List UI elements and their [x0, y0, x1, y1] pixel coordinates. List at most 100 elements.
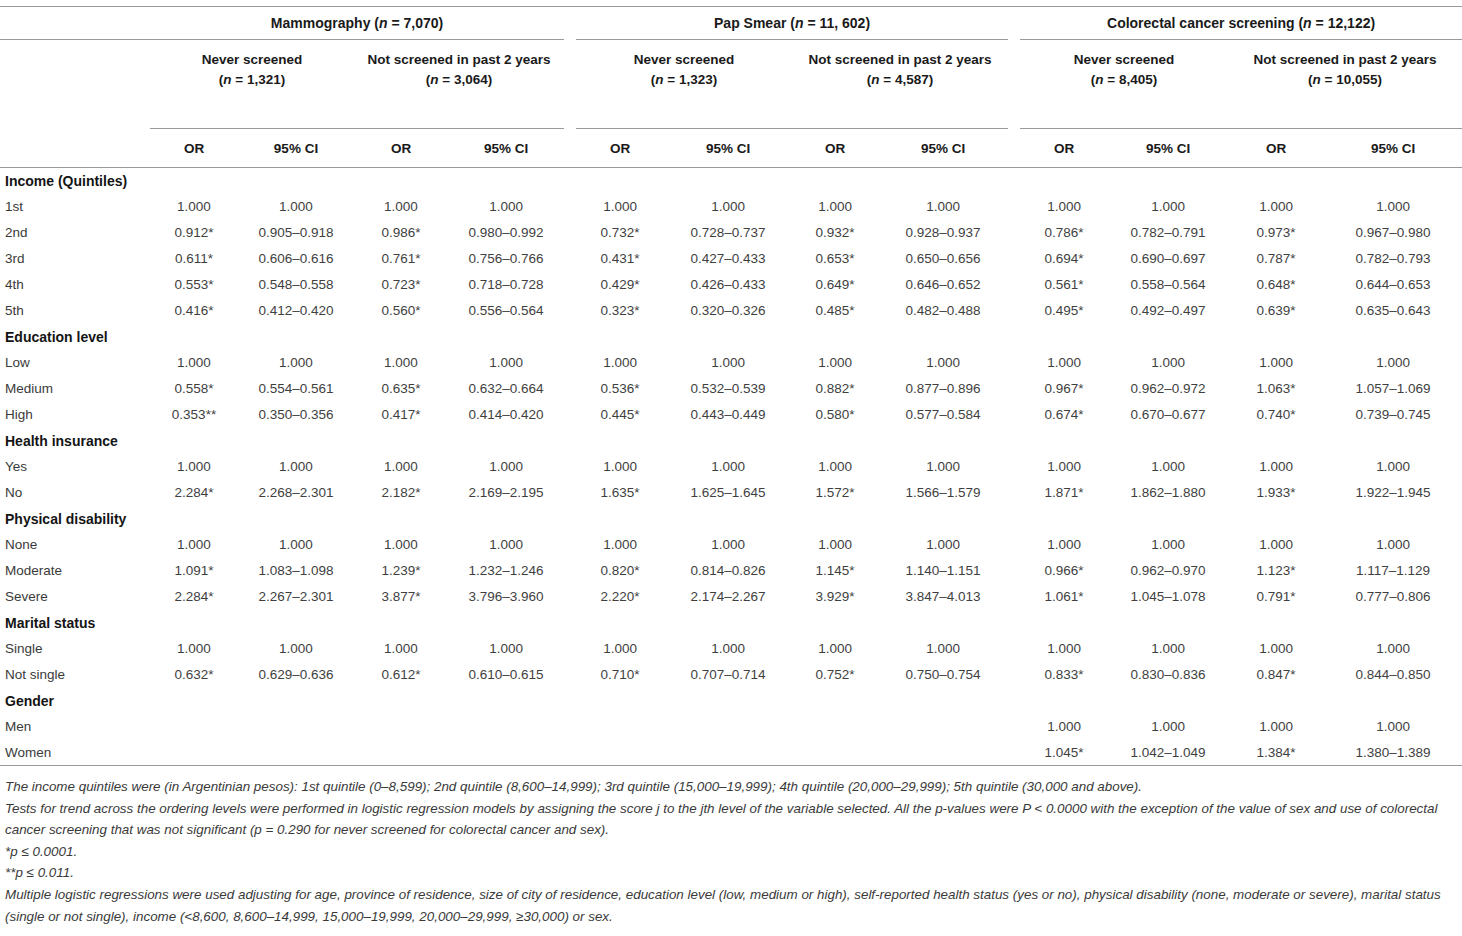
- ci-value: 0.644–0.653: [1324, 272, 1462, 298]
- or-value: 1.000: [1020, 636, 1108, 662]
- group-gap: [564, 454, 576, 480]
- or-value: 0.580*: [792, 402, 878, 428]
- group-header-pap-smear: Pap Smear (n = 11, 602): [576, 7, 1008, 40]
- ci-value: 0.629–0.636: [238, 662, 354, 688]
- sub-header-mammography-not-screened-in-past-2-years: Not screened in past 2 years(n = 3,064): [354, 40, 564, 129]
- group-header-mammography: Mammography (n = 7,070): [150, 7, 564, 40]
- or-value: 0.416*: [150, 298, 238, 324]
- or-value: 0.560*: [354, 298, 448, 324]
- ci-value: [664, 714, 792, 740]
- section-row: Physical disability: [0, 506, 1462, 532]
- ci-value: 1.625–1.645: [664, 480, 792, 506]
- ci-value: [664, 740, 792, 766]
- results-table: Mammography (n = 7,070) Pap Smear (n = 11…: [0, 6, 1462, 766]
- group-gap: [564, 220, 576, 246]
- row-label-5th: 5th: [0, 298, 150, 324]
- or-value: 1.000: [792, 636, 878, 662]
- or-value: 1.000: [1020, 532, 1108, 558]
- row-label-medium: Medium: [0, 376, 150, 402]
- or-value: 1.000: [1228, 636, 1324, 662]
- ci-value: 1.000: [664, 636, 792, 662]
- ci-value: 0.427–0.433: [664, 246, 792, 272]
- group-header-colorectal-cancer-screening: Colorectal cancer screening (n = 12,122): [1020, 7, 1462, 40]
- table-row: Women1.045*1.042–1.0491.384*1.380–1.389: [0, 740, 1462, 766]
- n-value: = 10,055): [1321, 72, 1382, 87]
- ci-value: 1.000: [238, 194, 354, 220]
- or-value: 0.723*: [354, 272, 448, 298]
- or-value: 0.653*: [792, 246, 878, 272]
- n-value: = 7,070): [388, 15, 444, 31]
- or-value: 2.284*: [150, 584, 238, 610]
- or-value: [792, 740, 878, 766]
- or-value: 1.871*: [1020, 480, 1108, 506]
- ci-value: 1.000: [664, 532, 792, 558]
- stub-header-cell: [0, 7, 150, 40]
- or-value: 0.495*: [1020, 298, 1108, 324]
- table-row: Moderate1.091*1.083–1.0981.239*1.232–1.2…: [0, 558, 1462, 584]
- ci-value: 0.556–0.564: [448, 298, 564, 324]
- group-title: Colorectal cancer screening: [1107, 15, 1295, 31]
- n-value: = 3,064): [439, 72, 493, 87]
- ci-value: 0.967–0.980: [1324, 220, 1462, 246]
- section-label-physical-disability: Physical disability: [0, 506, 1462, 532]
- group-gap: [564, 7, 576, 40]
- ci-value: 0.728–0.737: [664, 220, 792, 246]
- table-row: Low1.0001.0001.0001.0001.0001.0001.0001.…: [0, 350, 1462, 376]
- ci-value: 0.962–0.970: [1108, 558, 1228, 584]
- table-header: Mammography (n = 7,070) Pap Smear (n = 11…: [0, 7, 1462, 168]
- table-row: Medium0.558*0.554–0.5610.635*0.632–0.664…: [0, 376, 1462, 402]
- or-value: 0.710*: [576, 662, 664, 688]
- table-body: Income (Quintiles)1st1.0001.0001.0001.00…: [0, 168, 1462, 766]
- group-gap: [564, 40, 576, 129]
- section-label-gender: Gender: [0, 688, 1462, 714]
- section-row: Gender: [0, 688, 1462, 714]
- or-column-header: OR: [1228, 129, 1324, 168]
- or-value: 0.986*: [354, 220, 448, 246]
- or-value: 1.000: [792, 194, 878, 220]
- ci-value: 1.000: [1324, 194, 1462, 220]
- ci-value: 0.492–0.497: [1108, 298, 1228, 324]
- row-label-women: Women: [0, 740, 150, 766]
- or-value: 0.966*: [1020, 558, 1108, 584]
- ci-value: 1.000: [664, 454, 792, 480]
- group-gap: [1008, 714, 1020, 740]
- or-value: 0.445*: [576, 402, 664, 428]
- or-value: 0.786*: [1020, 220, 1108, 246]
- section-row: Health insurance: [0, 428, 1462, 454]
- n-italic: n: [430, 72, 438, 87]
- n-value: = 4,587): [880, 72, 934, 87]
- or-column-header: OR: [792, 129, 878, 168]
- ci-value: [448, 714, 564, 740]
- or-value: 1.000: [1228, 454, 1324, 480]
- group-title: Mammography: [271, 15, 371, 31]
- group-gap: [1008, 376, 1020, 402]
- or-value: 1.000: [1020, 350, 1108, 376]
- group-gap: [564, 129, 576, 168]
- ci-column-header: 95% CI: [448, 129, 564, 168]
- ci-value: 0.426–0.433: [664, 272, 792, 298]
- or-value: 1.933*: [1228, 480, 1324, 506]
- ci-value: 1.057–1.069: [1324, 376, 1462, 402]
- group-gap: [1008, 7, 1020, 40]
- or-value: 0.882*: [792, 376, 878, 402]
- group-gap: [1008, 532, 1020, 558]
- ci-value: 0.756–0.766: [448, 246, 564, 272]
- or-value: 1.572*: [792, 480, 878, 506]
- ci-value: [878, 740, 1008, 766]
- group-gap: [564, 350, 576, 376]
- stub-cols-cell: [0, 129, 150, 168]
- group-gap: [1008, 662, 1020, 688]
- or-value: 1.000: [576, 454, 664, 480]
- table-row: High0.353**0.350–0.3560.417*0.414–0.4200…: [0, 402, 1462, 428]
- ci-value: 0.928–0.937: [878, 220, 1008, 246]
- ci-column-header: 95% CI: [1108, 129, 1228, 168]
- ci-value: 2.267–2.301: [238, 584, 354, 610]
- sub-header-title: Never screened: [576, 50, 792, 70]
- footnote: Multiple logistic regressions were used …: [5, 884, 1456, 927]
- ci-value: 0.980–0.992: [448, 220, 564, 246]
- row-label-men: Men: [0, 714, 150, 740]
- ci-value: 0.814–0.826: [664, 558, 792, 584]
- or-value: 0.791*: [1228, 584, 1324, 610]
- table-row: Severe2.284*2.267–2.3013.877*3.796–3.960…: [0, 584, 1462, 610]
- ci-value: 0.782–0.791: [1108, 220, 1228, 246]
